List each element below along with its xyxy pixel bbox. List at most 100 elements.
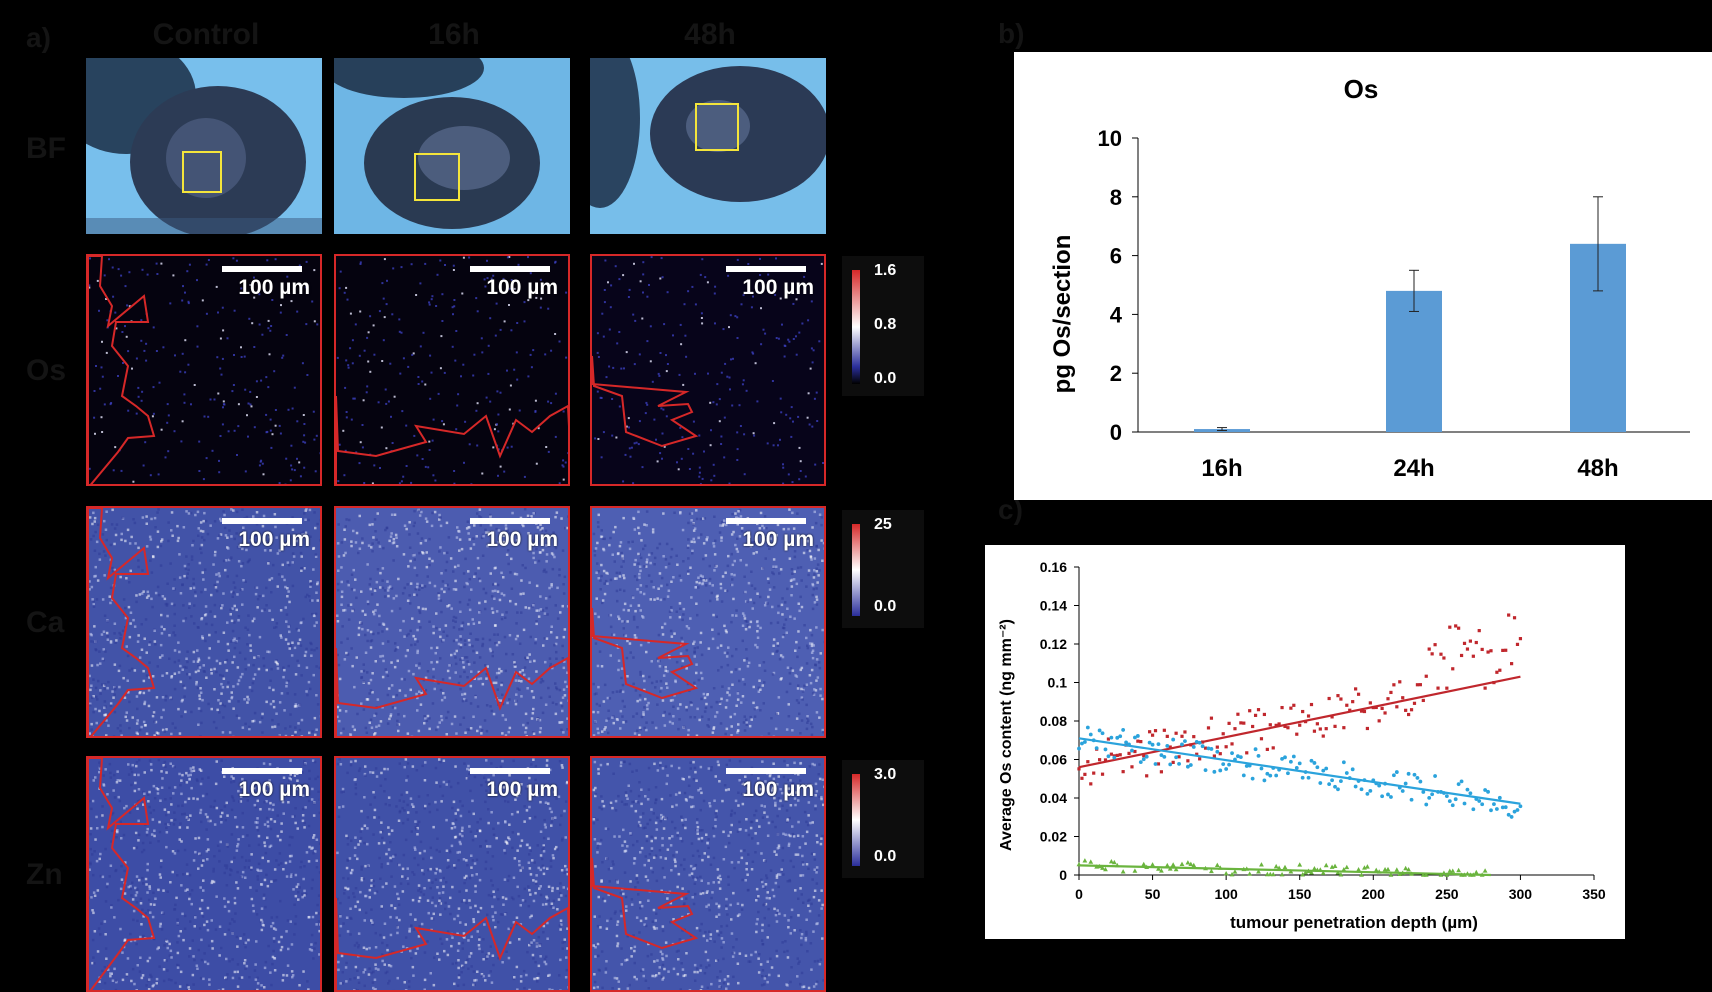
speckle <box>286 561 290 564</box>
speckle <box>762 702 765 705</box>
speckle <box>529 635 532 639</box>
speckle <box>671 698 675 702</box>
speckle <box>129 622 132 625</box>
speckle <box>284 638 288 641</box>
speckle <box>736 459 739 461</box>
speckle <box>344 551 347 555</box>
speckle <box>554 604 557 607</box>
speckle <box>176 524 179 528</box>
speckle <box>262 893 266 896</box>
speckle <box>666 595 670 598</box>
speckle <box>500 571 503 575</box>
speckle <box>472 715 475 718</box>
speckle <box>380 865 383 869</box>
speckle <box>398 918 401 922</box>
speckle <box>231 958 234 961</box>
speckle <box>750 306 753 309</box>
speckle <box>137 634 140 637</box>
speckle <box>529 660 532 663</box>
speckle <box>203 923 206 927</box>
speckle <box>730 734 733 736</box>
speckle <box>174 726 177 730</box>
speckle <box>452 269 455 271</box>
speckle <box>365 391 368 394</box>
speckle <box>159 865 163 869</box>
scale-bar <box>726 518 806 524</box>
speckle <box>726 691 729 694</box>
speckle <box>128 271 131 274</box>
speckle <box>763 515 767 518</box>
speckle <box>155 977 159 981</box>
speckle <box>496 633 499 636</box>
speckle <box>742 294 745 297</box>
speckle <box>412 352 415 355</box>
speckle <box>302 617 305 621</box>
speckle <box>357 769 361 773</box>
speckle <box>260 883 264 886</box>
speckle <box>243 355 246 358</box>
speckle <box>198 907 202 911</box>
speckle <box>537 935 541 939</box>
speckle <box>759 595 762 599</box>
speckle <box>767 273 770 276</box>
speckle <box>593 554 597 557</box>
speckle <box>714 539 717 542</box>
speckle <box>611 434 614 437</box>
speckle <box>763 604 767 607</box>
speckle <box>125 973 129 976</box>
speckle <box>645 721 648 724</box>
speckle <box>437 592 440 595</box>
speckle <box>456 851 459 854</box>
speckle <box>337 815 341 818</box>
speckle <box>470 670 473 673</box>
speckle <box>346 580 349 583</box>
speckle <box>710 591 713 595</box>
speckle <box>264 905 267 909</box>
speckle <box>790 585 794 588</box>
speckle <box>180 884 183 887</box>
speckle <box>484 528 487 532</box>
speckle <box>484 979 487 982</box>
speckle <box>371 922 375 926</box>
speckle <box>110 402 113 404</box>
speckle <box>438 518 441 521</box>
speckle <box>134 542 137 545</box>
speckle <box>160 859 163 862</box>
speckle <box>480 974 484 978</box>
speckle <box>616 342 619 345</box>
speckle <box>643 706 646 709</box>
speckle <box>805 703 808 707</box>
speckle <box>182 684 185 688</box>
speckle <box>730 573 733 576</box>
speckle <box>153 629 156 632</box>
speckle <box>539 306 542 309</box>
speckle <box>467 764 470 768</box>
speckle <box>507 956 511 960</box>
speckle <box>104 768 107 771</box>
speckle <box>310 654 313 657</box>
speckle <box>561 464 564 467</box>
speckle <box>718 420 721 423</box>
speckle <box>467 663 471 666</box>
speckle <box>139 902 143 905</box>
speckle <box>411 765 415 768</box>
speckle <box>139 935 142 939</box>
speckle <box>261 712 264 716</box>
speckle <box>687 538 690 541</box>
speckle <box>288 563 291 567</box>
speckle <box>321 579 322 582</box>
speckle <box>793 570 796 573</box>
speckle <box>535 785 539 789</box>
speckle <box>526 514 530 518</box>
speckle <box>147 800 150 803</box>
speckle <box>123 869 126 873</box>
speckle <box>121 516 124 520</box>
speckle <box>641 317 644 320</box>
speckle <box>170 511 174 514</box>
speckle <box>137 565 140 569</box>
speckle <box>569 527 570 530</box>
speckle <box>88 580 91 583</box>
speckle <box>468 955 471 958</box>
speckle <box>795 353 798 356</box>
speckle <box>168 657 171 660</box>
